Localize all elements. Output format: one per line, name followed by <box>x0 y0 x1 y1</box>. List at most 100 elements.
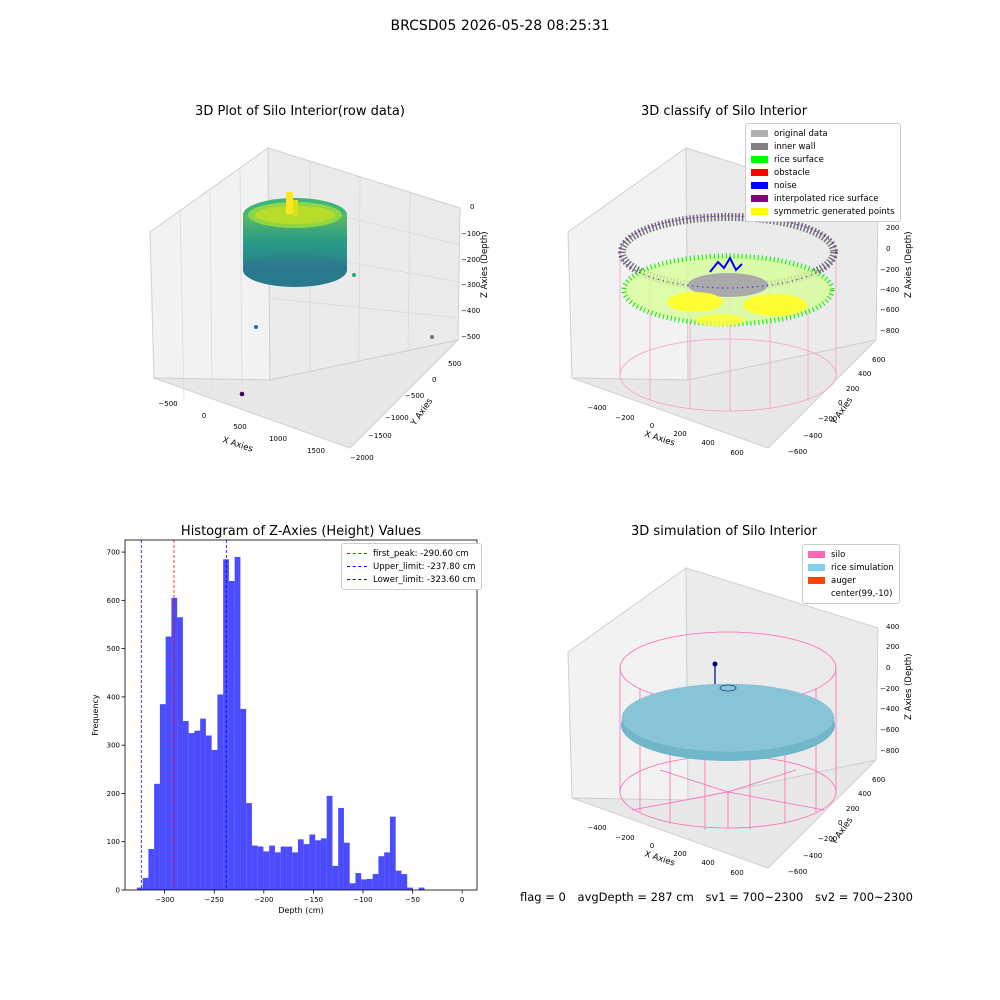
p1-xtick: 500 <box>233 423 246 431</box>
p3-ytick: 200 <box>846 805 859 813</box>
histogram-bar <box>223 559 229 890</box>
p2-ytick: −200 <box>818 415 837 423</box>
p1-ylabel: Y Axies <box>409 396 436 428</box>
p2-ytick: 0 <box>838 399 842 407</box>
x-axis-label: Depth (cm) <box>278 906 323 915</box>
x-tick-label: −300 <box>155 896 174 904</box>
histogram-bar <box>217 694 224 890</box>
x-tick-label: −100 <box>353 896 372 904</box>
x-tick-label: 0 <box>460 896 464 904</box>
p2-ztick: −200 <box>880 266 899 274</box>
y-tick-label: 700 <box>107 549 120 557</box>
x-tick-label: −150 <box>304 896 323 904</box>
p2-ztick: −800 <box>880 327 899 335</box>
panel1-title: 3D Plot of Silo Interior(row data) <box>195 104 405 119</box>
histogram-bar <box>349 883 356 890</box>
legend-swatch <box>808 551 825 558</box>
histogram-bar <box>269 845 275 890</box>
x-tick-label: −200 <box>254 896 273 904</box>
p2-ztick: −400 <box>880 286 899 294</box>
panel2-title: 3D classify of Silo Interior <box>640 104 808 119</box>
p1-xtick: 1000 <box>269 435 287 443</box>
histogram-bar <box>136 887 143 890</box>
p3-ztick: 400 <box>886 623 899 631</box>
p3-xtick: 400 <box>701 859 714 867</box>
p1-ytick: −500 <box>405 392 424 400</box>
panel3-rice-surface <box>621 683 835 761</box>
legend-swatch <box>751 143 768 150</box>
legend-swatch <box>808 564 825 571</box>
p1-xtick: 0 <box>202 412 206 420</box>
histogram-bar <box>338 807 344 890</box>
histogram-bar <box>171 597 178 890</box>
panel3-x-ticks: −400 −200 0 200 400 600 <box>587 824 743 877</box>
histogram-bar <box>303 844 310 890</box>
histogram-bar <box>418 887 425 890</box>
panel3-floor-pane <box>571 759 878 869</box>
panel3-title: 3D simulation of Silo Interior <box>631 524 817 539</box>
p1-ztick: −200 <box>461 256 480 264</box>
p1-ztick: −300 <box>461 281 480 289</box>
p2-xtick: 0 <box>650 422 654 430</box>
p2-ztick: 0 <box>886 245 890 253</box>
p3-xtick: −400 <box>587 824 606 832</box>
p3-xlabel: X Axies <box>643 849 676 868</box>
y-tick-label: 300 <box>107 742 120 750</box>
legend-item: noise <box>751 179 895 192</box>
histogram-bar <box>315 840 321 890</box>
panel3-auger <box>712 661 737 692</box>
histogram-legend: first_peak: -290.60 cm Upper_limit: -237… <box>341 543 482 590</box>
legend-item: interpolated rice surface <box>751 192 895 205</box>
panel3-z-ticks: 400 200 0 −200 −400 −600 −800 <box>880 623 899 755</box>
p1-ytick: 0 <box>432 376 436 384</box>
legend-item: center(99,-10) <box>808 587 894 600</box>
p3-ytick: 0 <box>838 819 842 827</box>
histogram-bar <box>159 704 166 890</box>
y-tick-label: 200 <box>107 790 120 798</box>
legend-swatch <box>808 590 825 597</box>
histogram-bar <box>142 877 149 890</box>
histogram-bar <box>366 878 373 890</box>
histogram-bar <box>297 839 304 890</box>
y-tick-label: 100 <box>107 838 120 846</box>
histogram-chart: −300 −250 −200 −150 −100 −50 0 0 100 200 300 400 500… <box>91 539 478 915</box>
p2-ytick: 200 <box>846 385 859 393</box>
p3-xtick: −200 <box>615 834 634 842</box>
histogram-bar <box>372 874 379 890</box>
histogram-bar <box>234 556 241 890</box>
histogram-bar <box>200 718 206 890</box>
legend-swatch <box>751 169 768 176</box>
panel2-floor-pane <box>571 339 878 449</box>
legend-item: auger <box>808 574 894 587</box>
histogram-bar <box>355 873 362 890</box>
panel1-x-ticks: −500 0 500 1000 1500 <box>158 400 325 455</box>
histogram-bar <box>274 852 281 890</box>
p1-ztick: 0 <box>470 203 474 211</box>
status-sv2: sv2 = 700~2300 <box>815 890 913 904</box>
legend-swatch <box>751 195 768 202</box>
panel1-z-ticks: 0 −100 −200 −300 −400 −500 <box>461 203 480 341</box>
y-axis-label: Frequency <box>91 694 100 736</box>
histogram-bar <box>240 708 247 890</box>
p1-ztick: −500 <box>461 333 480 341</box>
status-avg-depth: avgDepth = 287 cm <box>577 890 694 904</box>
panel1-axes-box <box>149 147 461 449</box>
p2-xtick: −400 <box>587 404 606 412</box>
p1-xtick: 1500 <box>307 447 325 455</box>
histogram-bar <box>361 879 367 890</box>
histogram-bar <box>228 581 235 890</box>
p2-xtick: 200 <box>673 430 686 438</box>
panel1-silo-points <box>239 192 434 397</box>
legend-item: obstacle <box>751 166 895 179</box>
p2-xtick: 600 <box>730 449 743 457</box>
p3-ytick: 600 <box>872 776 885 784</box>
panel3-legend: silo rice simulation auger center(99,-10… <box>802 544 900 604</box>
legend-item: first_peak: -290.60 cm <box>347 547 476 560</box>
panel2-y-ticks: 600 400 200 0 −200 −400 −600 <box>788 356 885 456</box>
p1-xtick: −500 <box>158 400 177 408</box>
p2-ytick: 600 <box>872 356 885 364</box>
y-tick-label: 600 <box>107 597 120 605</box>
x-tick-label: −250 <box>205 896 224 904</box>
p1-ytick: −1000 <box>385 414 409 422</box>
p3-ztick: −200 <box>880 685 899 693</box>
